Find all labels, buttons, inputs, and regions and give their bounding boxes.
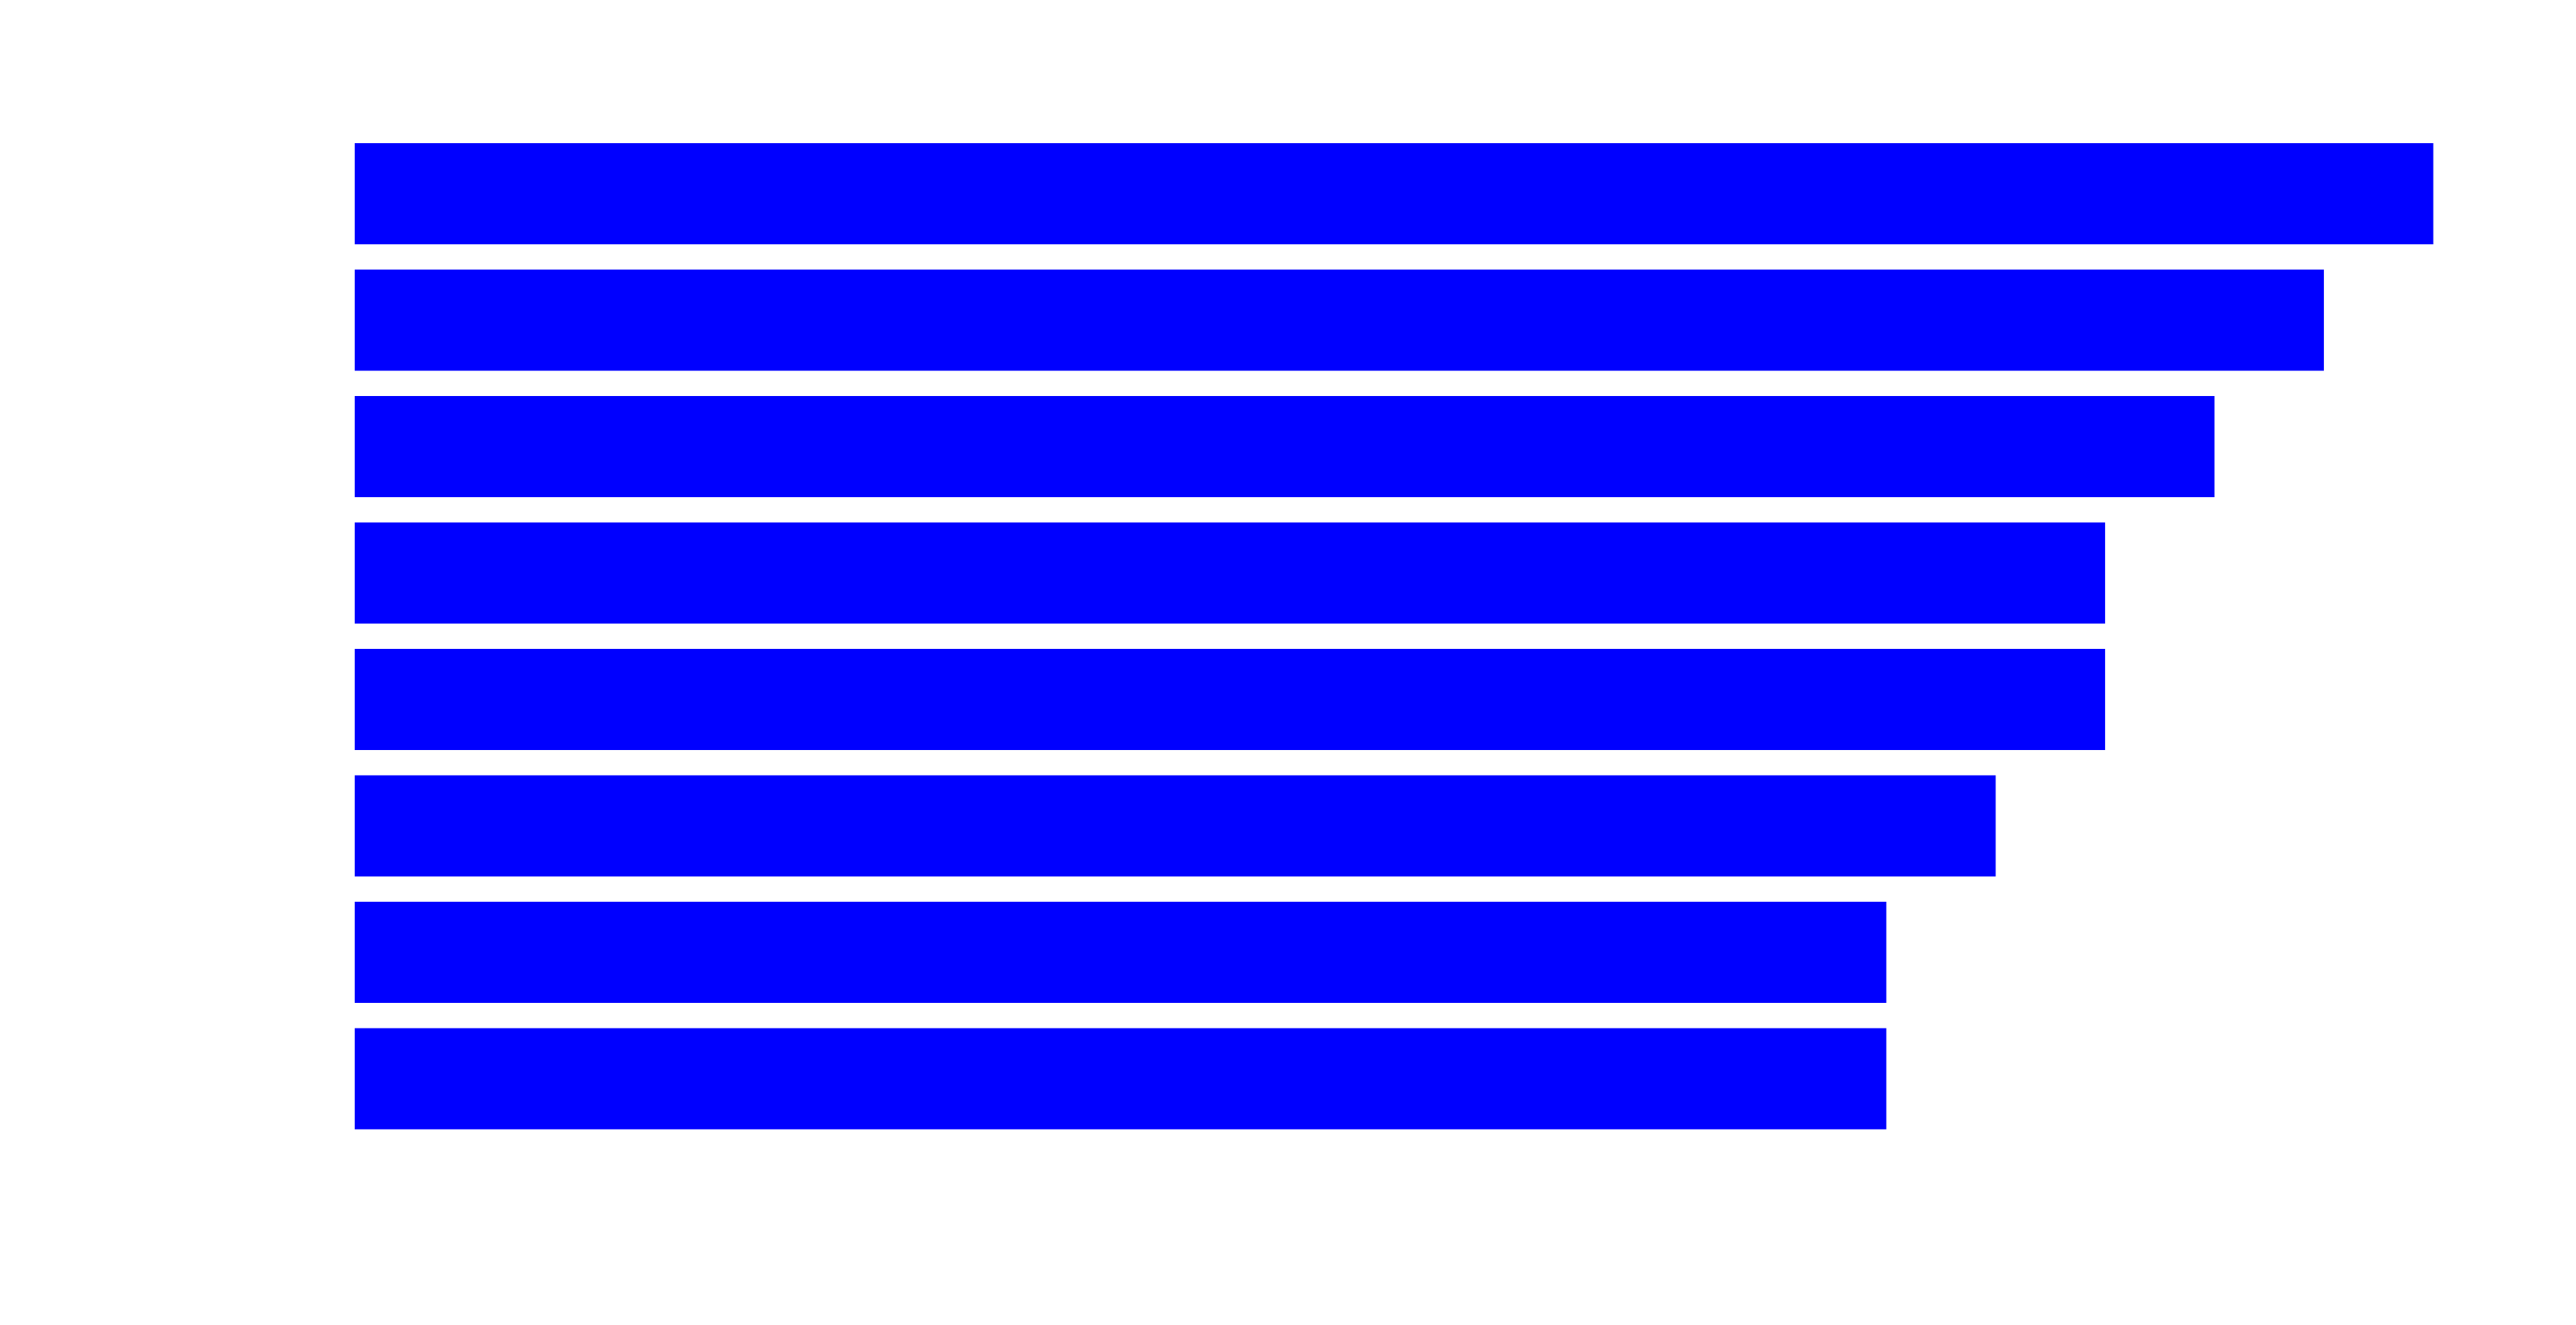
bar-4 (354, 522, 2105, 624)
bar-7 (354, 902, 1886, 1003)
bar-8 (354, 1028, 1886, 1130)
bar-6 (354, 775, 1996, 877)
bar-2 (354, 269, 2325, 371)
bar-3 (354, 396, 2215, 497)
bar-1 (354, 143, 2434, 244)
bar-group (354, 143, 2434, 1130)
bar-5 (354, 649, 2105, 750)
